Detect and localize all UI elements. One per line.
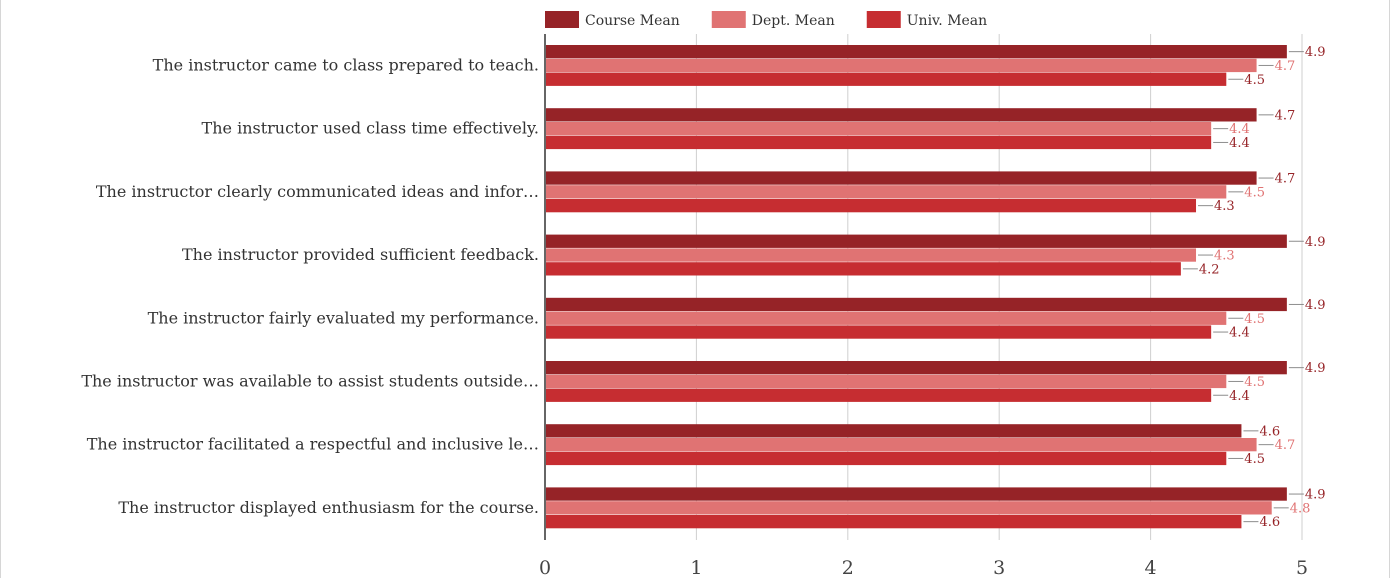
bar-course-mean — [546, 297, 1287, 312]
legend-swatch-course-mean — [545, 11, 579, 28]
value-label: 4.5 — [1244, 375, 1265, 390]
bar-dept-mean — [546, 248, 1197, 262]
bar-course-mean — [546, 108, 1257, 122]
bar-dept-mean — [546, 311, 1227, 325]
legend-layer: Course Mean Dept. Mean Univ. Mean — [545, 11, 987, 29]
bar-univ-mean — [546, 515, 1242, 529]
bar-course-mean — [546, 424, 1242, 438]
value-label: 4.4 — [1229, 389, 1250, 404]
x-tick-label: 0 — [539, 557, 551, 578]
category-label: The instructor came to class prepared to… — [153, 55, 539, 74]
legend-label-univ-mean: Univ. Mean — [907, 13, 987, 29]
bar-dept-mean — [546, 501, 1272, 515]
category-label: The instructor was available to assist s… — [81, 371, 539, 390]
x-tick-label: 4 — [1145, 557, 1157, 578]
bar-course-mean — [546, 234, 1287, 248]
bar-course-mean — [546, 361, 1287, 375]
value-label: 4.7 — [1275, 438, 1296, 453]
x-tick-label: 5 — [1296, 557, 1308, 578]
value-label: 4.2 — [1199, 262, 1220, 277]
axis-layer: 0 1 2 3 4 5 — [539, 34, 1308, 579]
category-label: The instructor fairly evaluated my perfo… — [148, 308, 539, 327]
bar-univ-mean — [546, 135, 1212, 150]
x-tick-label: 1 — [690, 557, 702, 578]
bar-layer — [546, 45, 1287, 529]
x-tick-label: 2 — [842, 557, 854, 578]
bar-univ-mean — [546, 262, 1181, 276]
value-label: 4.9 — [1305, 361, 1326, 376]
bar-dept-mean — [546, 438, 1257, 452]
value-label: 4.5 — [1244, 452, 1265, 467]
bar-univ-mean — [546, 325, 1212, 339]
bar-dept-mean — [546, 58, 1257, 73]
legend-label-dept-mean: Dept. Mean — [752, 13, 835, 29]
bar-univ-mean — [546, 451, 1227, 466]
category-label: The instructor displayed enthusiasm for … — [118, 498, 539, 517]
value-label: 4.9 — [1305, 298, 1326, 313]
bar-course-mean — [546, 487, 1287, 501]
value-label: 4.4 — [1229, 326, 1250, 341]
legend-swatch-dept-mean — [711, 11, 746, 28]
value-label: 4.5 — [1244, 73, 1265, 88]
bar-univ-mean — [546, 388, 1212, 402]
category-label: The instructor facilitated a respectful … — [87, 435, 539, 454]
bar-course-mean — [546, 171, 1257, 185]
value-label: 4.9 — [1305, 45, 1326, 60]
value-label: 4.7 — [1275, 172, 1296, 187]
category-label: The instructor used class time effective… — [202, 119, 539, 138]
value-label: 4.3 — [1214, 199, 1235, 214]
category-label: The instructor provided sufficient feedb… — [182, 245, 539, 264]
value-label: 4.6 — [1259, 424, 1280, 439]
category-label: The instructor clearly communicated idea… — [96, 182, 539, 201]
legend-label-course-mean: Course Mean — [585, 13, 680, 29]
value-label: 4.7 — [1275, 59, 1296, 74]
bar-univ-mean — [546, 199, 1197, 213]
bar-univ-mean — [546, 72, 1227, 86]
value-label: 4.5 — [1244, 185, 1265, 200]
label-layer: The instructor came to class prepared to… — [81, 45, 1325, 530]
value-label: 4.7 — [1275, 108, 1296, 123]
value-label: 4.9 — [1305, 235, 1326, 250]
bar-course-mean — [546, 45, 1287, 59]
bar-dept-mean — [546, 185, 1227, 199]
value-label: 4.4 — [1229, 136, 1250, 151]
value-label: 4.5 — [1244, 312, 1265, 327]
x-tick-label: 3 — [993, 557, 1005, 578]
legend-swatch-univ-mean — [866, 11, 901, 28]
value-label: 4.6 — [1259, 515, 1280, 530]
left-border — [0, 0, 1, 578]
value-label: 4.8 — [1290, 501, 1311, 516]
value-label: 4.9 — [1305, 488, 1326, 503]
value-label: 4.3 — [1214, 249, 1235, 264]
bar-dept-mean — [546, 374, 1227, 389]
value-label: 4.4 — [1229, 122, 1250, 137]
bar-dept-mean — [546, 122, 1212, 136]
